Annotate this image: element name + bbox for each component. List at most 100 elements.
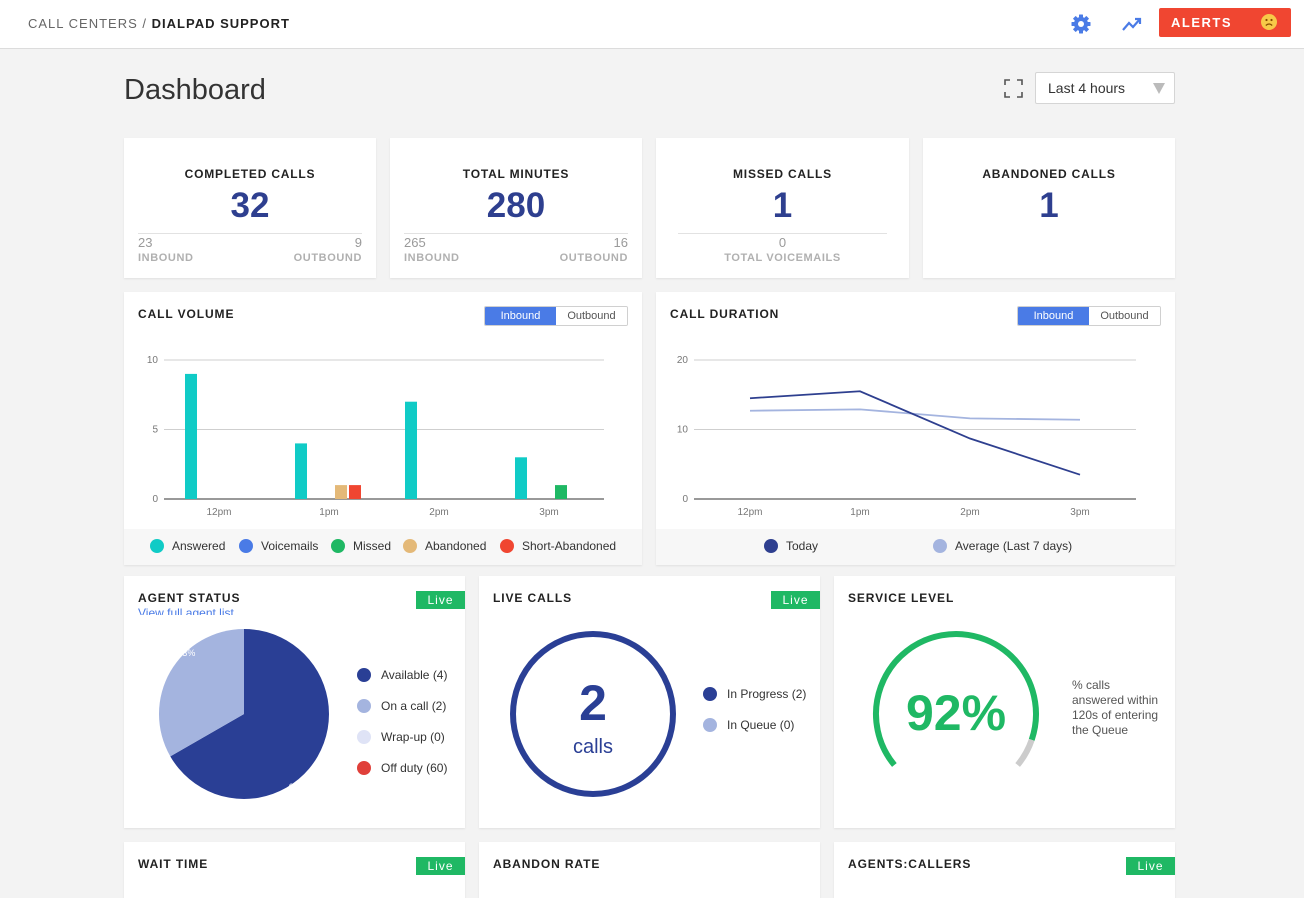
legend-label: Available (4) [381, 668, 448, 682]
chevron-down-icon [1153, 83, 1165, 94]
inbound-label: INBOUND [138, 252, 194, 264]
panel-title: SERVICE LEVEL [848, 591, 955, 605]
stat-value: 280 [486, 186, 546, 225]
y-tick-label: 20 [677, 355, 689, 366]
legend-label: Off duty (60) [381, 761, 448, 775]
call-duration-panel: CALL DURATION Inbound Outbound 0 10 20 12pm… [656, 292, 1175, 565]
wait-time-panel: WAIT TIME Live [124, 842, 465, 898]
service-level-gauge [873, 631, 1039, 767]
gauge-value-arc [873, 631, 1039, 767]
legend-swatch [500, 539, 514, 553]
page-title: Dashboard [124, 74, 266, 106]
stat-label: COMPLETED CALLS [184, 167, 316, 181]
legend-off-duty: Off duty (60) [357, 761, 447, 775]
voicemail-count: 0 [778, 235, 787, 250]
alerts-label: ALERTS [1171, 15, 1232, 30]
bar-abandoned [335, 485, 347, 499]
gear-icon[interactable] [1069, 12, 1093, 36]
x-tick-label: 3pm [539, 507, 558, 518]
live-calls-ring [510, 631, 676, 797]
legend-voicemails[interactable]: Voicemails [239, 539, 318, 553]
legend-swatch [239, 539, 253, 553]
service-level-value: 92% [905, 685, 1007, 741]
legend-today[interactable]: Today [764, 539, 818, 553]
x-tick-label: 1pm [319, 507, 338, 518]
stat-label: MISSED CALLS [733, 167, 832, 181]
outbound-toggle[interactable]: Outbound [1089, 307, 1160, 325]
frown-face-icon [1261, 14, 1277, 30]
chart-legend: Answered Voicemails Missed Abandoned Sho… [124, 529, 642, 565]
time-range-select[interactable]: Last 4 hours [1035, 72, 1175, 104]
direction-toggle: Inbound Outbound [484, 306, 628, 326]
x-tick-label: 1pm [850, 507, 869, 518]
outbound-label: OUTBOUND [559, 252, 628, 264]
live-badge: Live [1126, 857, 1175, 875]
legend-label: Short-Abandoned [522, 539, 617, 553]
agents-callers-panel: AGENTS:CALLERS Live [834, 842, 1175, 898]
call-volume-chart: 0 5 10 12pm 1pm 2pm 3pm [147, 355, 604, 518]
live-calls-unit: calls [572, 736, 613, 758]
agent-status-pie: 66.7% 33.3% [159, 629, 329, 799]
x-tick-label: 12pm [206, 507, 231, 518]
legend-missed[interactable]: Missed [331, 539, 391, 553]
legend-label: In Progress (2) [727, 687, 807, 701]
stat-value: 1 [772, 186, 793, 225]
legend-label: Missed [353, 539, 392, 553]
bar-answered [405, 401, 417, 499]
legend-in-progress: In Progress (2) [703, 687, 806, 701]
inbound-toggle[interactable]: Inbound [1018, 307, 1089, 325]
legend-abandoned[interactable]: Abandoned [403, 539, 486, 553]
stat-label: ABANDONED CALLS [982, 167, 1116, 181]
legend-available: Available (4) [357, 668, 447, 682]
legend-label: Answered [172, 539, 226, 553]
time-range-value: Last 4 hours [1048, 80, 1126, 96]
y-tick-label: 10 [147, 355, 159, 366]
trend-icon[interactable] [1120, 12, 1144, 36]
slice-label: 66.7% [289, 782, 315, 792]
series-line-average-last-days [749, 408, 1081, 421]
panel-title: CALL VOLUME [138, 307, 235, 321]
top-bar: CALL CENTERS / DIALPAD SUPPORT ALE [0, 0, 1304, 49]
view-agent-list-link[interactable]: View full agent list [138, 606, 234, 615]
pie-slice-on-a-call [159, 629, 244, 757]
panel-title: AGENT STATUS [138, 591, 241, 605]
x-tick-label: 12pm [737, 507, 762, 518]
divider [678, 233, 887, 234]
legend-label: Average (Last 7 days) [955, 539, 1073, 553]
legend-swatch [150, 539, 164, 553]
stat-value: 32 [230, 186, 270, 225]
legend-wrap-up: Wrap-up (0) [357, 730, 445, 744]
x-tick-label: 2pm [960, 507, 979, 518]
x-tick-label: 3pm [1070, 507, 1089, 518]
live-badge: Live [416, 591, 465, 609]
alerts-button[interactable]: ALERTS [1159, 8, 1291, 37]
outbound-count: 9 [354, 235, 362, 250]
y-tick-label: 10 [677, 425, 689, 436]
inbound-label: INBOUND [404, 252, 460, 264]
outbound-label: OUTBOUND [293, 252, 362, 264]
legend-average[interactable]: Average (Last 7 days) [933, 539, 1072, 553]
legend-in-queue: In Queue (0) [703, 718, 794, 732]
legend-swatch [357, 730, 371, 744]
legend-swatch [764, 539, 778, 553]
legend-answered[interactable]: Answered [150, 539, 225, 553]
fullscreen-icon[interactable] [1004, 79, 1023, 98]
stat-label: TOTAL MINUTES [462, 167, 570, 181]
legend-label: Wrap-up (0) [381, 730, 445, 744]
outbound-toggle[interactable]: Outbound [556, 307, 627, 325]
service-level-note: % calls answered within 120s of entering… [1072, 678, 1159, 737]
legend-short-abandoned[interactable]: Short-Abandoned [500, 539, 616, 553]
legend-label: Abandoned [425, 539, 487, 553]
total-minutes-card: TOTAL MINUTES 280 265 INBOUND 16 OUTBOUN… [390, 138, 642, 278]
chart-legend: Today Average (Last 7 days) [656, 529, 1175, 565]
slice-label: 33.3% [170, 648, 196, 658]
panel-title: ABANDON RATE [493, 857, 601, 871]
abandoned-calls-card: ABANDONED CALLS 1 [923, 138, 1175, 278]
series-line-today [749, 390, 1081, 476]
bar-answered [515, 457, 527, 499]
bar-short-abandoned [349, 485, 361, 499]
legend-swatch [357, 699, 371, 713]
inbound-toggle[interactable]: Inbound [485, 307, 556, 325]
breadcrumb-parent[interactable]: CALL CENTERS [28, 16, 138, 31]
y-tick-label: 5 [152, 425, 158, 436]
